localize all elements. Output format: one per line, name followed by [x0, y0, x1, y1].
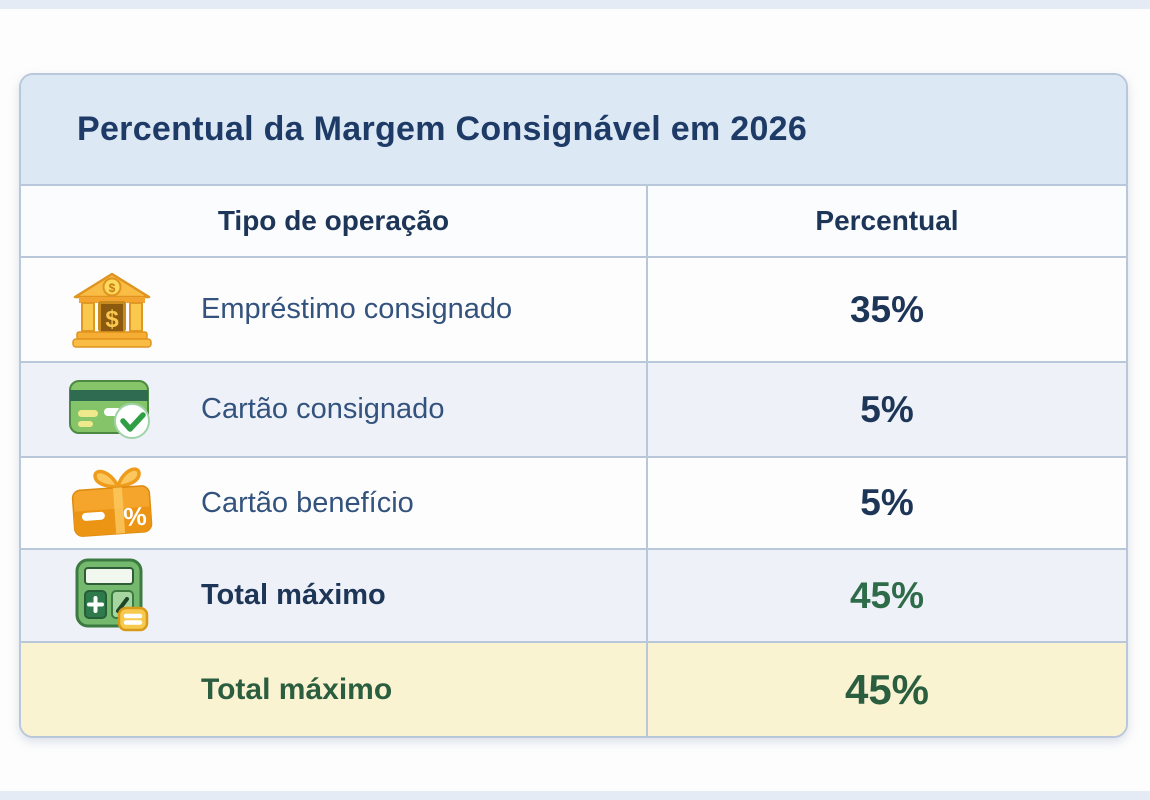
- operation-label: Empréstimo consignado: [201, 293, 513, 325]
- table-row: % Cartão benefício 5%: [21, 458, 1126, 550]
- operation-label: Total máximo: [201, 579, 386, 611]
- operation-label: Cartão consignado: [201, 393, 445, 425]
- top-accent-strip: [0, 0, 1150, 9]
- table-row: Cartão consignado 5%: [21, 363, 1126, 458]
- svg-text:$: $: [105, 306, 119, 333]
- column-header-percentual: Percentual: [815, 205, 959, 236]
- operation-cell: Total máximo: [21, 550, 648, 641]
- total-label: Total máximo: [201, 672, 393, 706]
- gift-card-percent-icon: %: [64, 460, 159, 546]
- percent-value: 5%: [860, 388, 914, 430]
- page-title: Percentual da Margem Consignável em 2026: [77, 110, 808, 148]
- card-header: Percentual da Margem Consignável em 2026: [21, 75, 1126, 186]
- bottom-accent-strip: [0, 791, 1150, 800]
- bank-icon: $ $: [67, 270, 157, 350]
- operation-cell: % Cartão benefício: [21, 458, 648, 548]
- operation-cell: $ $ Empréstimo consignado: [21, 258, 648, 361]
- table-header-row: Tipo de operação Percentual: [21, 186, 1126, 258]
- operation-cell: Cartão consignado: [21, 363, 648, 456]
- svg-text:$: $: [109, 281, 116, 295]
- percent-value: 45%: [849, 574, 925, 616]
- operation-label: Cartão benefício: [201, 486, 414, 519]
- column-header-operation-type: Tipo de operação: [21, 186, 648, 256]
- total-percent-value: 45%: [844, 665, 930, 713]
- percent-value: 5%: [860, 482, 914, 523]
- calculator-icon: [67, 556, 157, 636]
- table-row: Total máximo 45%: [21, 550, 1126, 643]
- svg-text:%: %: [122, 501, 147, 533]
- credit-card-check-icon: [67, 370, 157, 450]
- total-highlight-row: Total máximo 45%: [21, 643, 1126, 736]
- total-label-cell: Total máximo: [21, 643, 648, 736]
- percent-value: 35%: [849, 288, 925, 330]
- margin-table-card: Percentual da Margem Consignável em 2026…: [19, 73, 1128, 738]
- table-row: $ $ Empréstimo consignado 35%: [21, 258, 1126, 363]
